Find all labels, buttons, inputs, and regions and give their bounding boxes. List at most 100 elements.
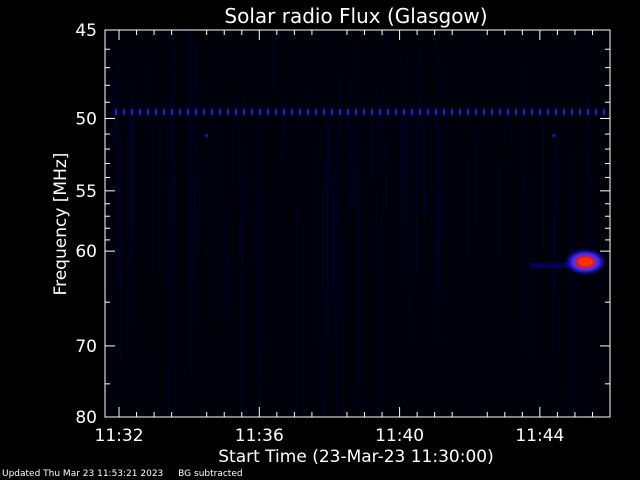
interference-dash [211,109,213,115]
x-tick-label: 11:36 [235,426,284,446]
interference-dash [187,109,189,115]
background-streak [435,31,437,77]
interference-dash [419,109,421,115]
background-streak [309,73,311,215]
background-streak [137,98,139,199]
y-tick-label: 55 [75,182,97,202]
background-streak [467,153,469,264]
interference-dash [515,109,517,115]
interference-dash [347,109,349,115]
y-tick-label: 60 [75,242,97,262]
background-streak [321,165,323,405]
background-streak [590,147,592,275]
interference-dash [571,109,573,115]
interference-dash [243,109,245,115]
background-streak [338,60,340,226]
background-streak [257,104,259,381]
background-streak [522,173,524,351]
background-streak [144,200,146,262]
interference-dash [307,109,309,115]
background-streak [553,96,555,202]
plot-frame [104,29,611,418]
background-streak [589,129,591,179]
y-tick-label: 45 [75,21,97,41]
background-streak [328,136,330,181]
x-axis: 11:32 11:36 11:40 11:44 [95,30,593,446]
background-streak [213,106,215,325]
background-streak [130,98,132,229]
background-streak [189,30,191,290]
background-streak [166,116,168,405]
background-streak [415,113,417,274]
background-streak [439,126,441,403]
background-streak [190,37,192,99]
interference-dash [355,109,357,115]
burst-core [578,258,593,266]
interference-dash [363,109,365,115]
interference-dash [555,109,557,115]
interference-dash [539,109,541,115]
y-tick-label: 80 [75,408,97,428]
background-streak [239,215,241,257]
background-streak [498,164,501,257]
background-streak [106,219,109,417]
interference-dash [235,109,237,115]
y-axis-label-bracket-close: ] [51,153,71,160]
background-streak [552,213,555,353]
background-streak [241,178,243,417]
interference-dash [547,109,549,115]
background-streak [504,56,506,140]
x-tick-label: 11:40 [375,426,424,446]
y-axis-label: Frequency [MHz] [51,153,71,296]
background-streak [573,196,575,417]
background-streak [238,75,240,309]
background-streak [190,184,193,373]
background-streak [402,109,404,224]
background-streak [437,59,439,276]
background-streak [279,152,281,216]
interference-dash [259,109,261,115]
interference-dash [587,109,589,115]
background-streak [405,57,407,275]
background-streak [400,115,402,179]
interference-dash [579,109,581,115]
interference-dash [323,109,325,115]
y-axis-label-text: Frequency [51,202,71,295]
interference-dash [251,109,253,115]
background-streak [244,143,246,218]
background-streak [119,139,121,363]
interference-dash [267,109,269,115]
spectrogram-chart: Solar radio Flux (Glasgow) 11:32 11:36 11:… [51,4,611,467]
interference-dash [523,109,525,115]
interference-dash [283,109,285,115]
background-streak [437,44,439,215]
background-streak [111,77,113,150]
interference-dash [595,109,597,115]
background-streak [114,89,116,290]
interference-dash [531,109,533,115]
background-streak [282,97,284,159]
background-streak [159,126,161,276]
background-streak [335,198,337,392]
background-streaks [105,30,594,418]
burst-tail [530,263,571,268]
x-axis-label: Start Time (23-Mar-23 11:30:00) [218,447,493,467]
background-streak [227,131,229,319]
background-streak [305,84,307,125]
background-streak [371,212,373,276]
interference-dash [139,109,141,115]
interference-dash [395,109,397,115]
background-streak [376,190,378,417]
interference-dash [339,109,341,115]
background-streak [592,184,594,417]
signal-dot [203,132,210,139]
background-streak [352,138,354,209]
interference-dash [275,109,277,115]
x-tick-label: 11:44 [515,426,564,446]
background-streak [197,157,200,258]
background-streak [417,49,420,113]
spectral-features [115,109,608,276]
background-streak [346,110,348,153]
background-streak [333,173,335,301]
interference-dash [475,109,477,115]
